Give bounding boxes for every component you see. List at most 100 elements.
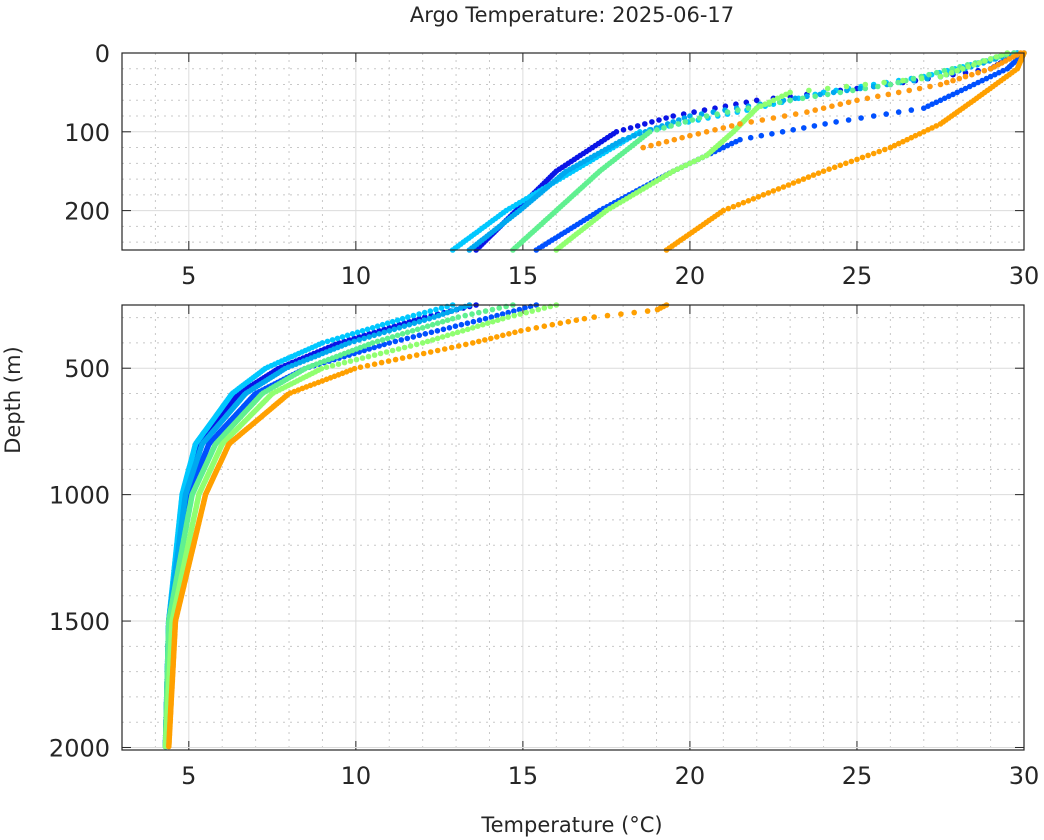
data-point bbox=[740, 199, 747, 206]
data-point bbox=[452, 323, 459, 330]
data-point bbox=[604, 312, 611, 319]
data-point bbox=[446, 325, 453, 331]
data-point bbox=[406, 353, 413, 360]
data-point bbox=[937, 81, 944, 88]
data-point bbox=[426, 315, 433, 322]
data-point bbox=[470, 340, 476, 346]
data-point bbox=[745, 198, 752, 204]
data-point bbox=[631, 132, 637, 139]
data-point bbox=[774, 95, 781, 102]
data-point bbox=[329, 337, 336, 343]
data-point bbox=[428, 329, 435, 336]
data-point bbox=[845, 99, 852, 106]
data-point bbox=[465, 326, 471, 333]
data-point bbox=[703, 113, 710, 119]
data-point bbox=[371, 361, 378, 368]
data-point bbox=[975, 79, 981, 86]
data-point bbox=[858, 115, 864, 121]
x-tick-label: 5 bbox=[181, 762, 196, 790]
data-point bbox=[420, 350, 427, 357]
data-point bbox=[384, 320, 391, 327]
data-point bbox=[758, 103, 764, 109]
data-point bbox=[505, 309, 512, 316]
data-point bbox=[389, 347, 396, 354]
data-point bbox=[334, 335, 341, 342]
data-point bbox=[644, 308, 651, 314]
data-point bbox=[424, 338, 431, 345]
data-point bbox=[404, 329, 411, 336]
data-point bbox=[976, 60, 983, 66]
data-point bbox=[511, 308, 517, 314]
data-point bbox=[392, 356, 399, 363]
data-point bbox=[691, 158, 697, 165]
data-point bbox=[401, 323, 408, 330]
data-point bbox=[971, 81, 977, 88]
data-point bbox=[377, 350, 384, 357]
data-point bbox=[728, 123, 735, 129]
data-point bbox=[857, 85, 864, 92]
data-point bbox=[379, 321, 386, 328]
data-point bbox=[712, 127, 718, 133]
series-profile-7 bbox=[663, 50, 1027, 253]
data-point bbox=[581, 315, 588, 322]
data-point bbox=[429, 337, 436, 343]
data-point bbox=[399, 331, 406, 337]
data-point bbox=[433, 306, 439, 313]
data-point bbox=[683, 162, 689, 169]
x-tick-label: 15 bbox=[508, 262, 539, 290]
data-point bbox=[448, 344, 455, 351]
data-point bbox=[696, 115, 703, 121]
data-point bbox=[790, 180, 797, 186]
data-point bbox=[494, 334, 500, 340]
data-point bbox=[900, 77, 906, 84]
data-point bbox=[817, 91, 823, 98]
data-point bbox=[488, 314, 495, 320]
data-point bbox=[389, 334, 396, 340]
data-point bbox=[843, 160, 849, 167]
data-point bbox=[820, 168, 827, 174]
data-point bbox=[678, 164, 685, 171]
data-point bbox=[469, 311, 475, 317]
data-point bbox=[549, 321, 556, 328]
data-point bbox=[458, 321, 465, 328]
data-point bbox=[654, 306, 661, 313]
data-point bbox=[533, 325, 540, 331]
data-point bbox=[699, 154, 706, 161]
data-point bbox=[987, 66, 994, 72]
data-point bbox=[812, 107, 818, 113]
data-point bbox=[410, 334, 417, 340]
data-point bbox=[395, 346, 402, 352]
data-point bbox=[925, 103, 931, 109]
data-point bbox=[399, 315, 406, 322]
data-point bbox=[517, 311, 523, 317]
data-point bbox=[760, 192, 767, 198]
data-point bbox=[848, 158, 855, 165]
data-point bbox=[376, 343, 383, 349]
data-point bbox=[661, 125, 667, 131]
data-point bbox=[535, 306, 542, 313]
data-point bbox=[427, 308, 434, 314]
data-point bbox=[724, 109, 731, 115]
data-point bbox=[453, 306, 460, 313]
data-point bbox=[482, 315, 489, 322]
data-point bbox=[476, 317, 483, 324]
data-point bbox=[464, 320, 471, 327]
data-point bbox=[674, 166, 681, 172]
data-point bbox=[933, 99, 940, 106]
data-point bbox=[384, 335, 391, 342]
data-point bbox=[829, 103, 835, 109]
data-point bbox=[386, 328, 393, 334]
data-point bbox=[837, 162, 844, 169]
data-point bbox=[625, 134, 632, 141]
data-point bbox=[762, 101, 768, 107]
data-point bbox=[396, 325, 403, 331]
y-tick-label: 100 bbox=[64, 119, 110, 147]
y-tick-label: 2000 bbox=[49, 734, 110, 762]
data-point bbox=[421, 317, 428, 324]
data-point bbox=[383, 349, 390, 355]
data-point bbox=[462, 312, 469, 319]
data-point bbox=[341, 359, 348, 366]
data-point bbox=[409, 328, 416, 334]
data-point bbox=[476, 338, 482, 345]
data-point bbox=[663, 138, 670, 145]
